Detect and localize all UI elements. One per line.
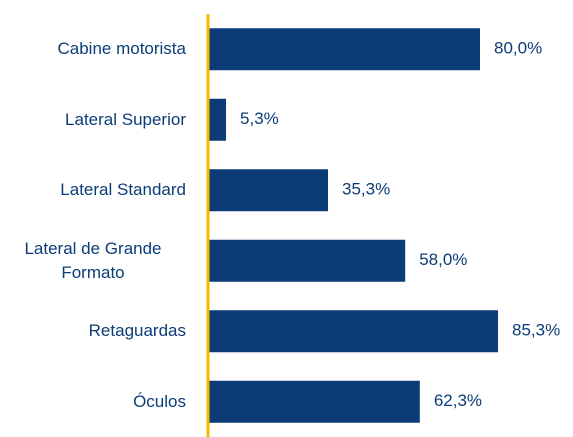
bar [208,239,406,282]
bar [208,310,499,353]
bar [208,380,420,423]
value-label: 80,0% [494,39,542,58]
category-text: Lateral Standard [60,180,186,200]
category-text: Lateral Superior [65,109,186,129]
value-label: 62,3% [434,391,482,410]
category-label: Lateral Standard [0,160,186,220]
category-text: Óculos [133,391,186,411]
category-label: Lateral Superior [0,90,186,150]
category-text: Cabine motorista [57,39,186,59]
value-label: 35,3% [342,180,390,199]
value-label: 58,0% [419,250,467,269]
category-label: Lateral de Grande Formato [0,231,186,291]
category-label: Retaguardas [0,301,186,361]
category-label: Cabine motorista [0,19,186,79]
bar [208,28,480,71]
value-label: 85,3% [512,321,560,340]
bar [208,98,227,141]
bar [208,169,329,212]
category-text: Lateral de Grande Formato [24,238,162,282]
category-text: Retaguardas [88,321,186,341]
value-label: 5,3% [240,109,279,128]
category-label: Óculos [0,372,186,432]
